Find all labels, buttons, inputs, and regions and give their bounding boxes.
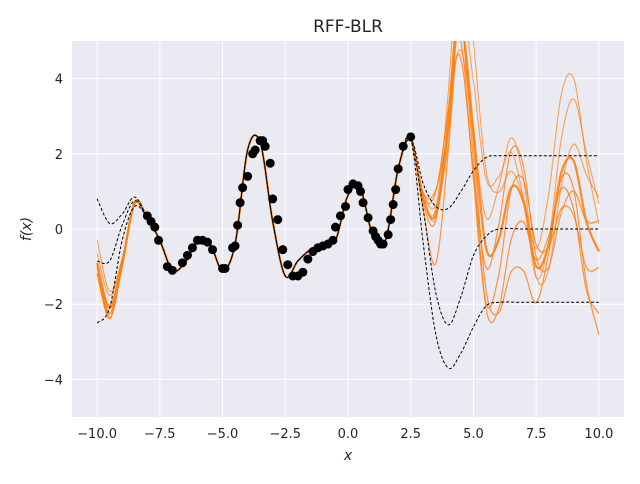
observation-point [243, 171, 253, 181]
observation-point [150, 222, 160, 232]
y-tick-label: 4 [55, 73, 63, 88]
x-tick-label: 7.5 [526, 427, 547, 442]
observation-point [358, 198, 368, 208]
observation-point [220, 263, 230, 273]
observation-point [328, 235, 338, 245]
observation-point [268, 194, 278, 204]
observation-point [154, 235, 164, 245]
observation-point [330, 222, 340, 232]
observation-point [278, 245, 288, 255]
x-axis-label: x [343, 448, 353, 464]
observation-point [260, 141, 270, 151]
observation-point [233, 220, 243, 230]
x-tick-label: −7.5 [144, 427, 176, 442]
observation-point [167, 265, 177, 275]
x-tick-label: 5.0 [463, 427, 484, 442]
observation-point [250, 145, 260, 155]
observation-point [378, 239, 388, 249]
y-axis-label: f(x) [19, 217, 35, 241]
observation-point [393, 164, 403, 174]
observation-point [335, 211, 345, 221]
observation-point [283, 260, 293, 270]
observation-point [265, 158, 275, 168]
observation-point [202, 237, 212, 247]
observation-point [391, 185, 401, 195]
observation-point [230, 241, 240, 251]
y-tick-label: 2 [55, 148, 63, 163]
x-tick-label: 0.0 [338, 427, 359, 442]
y-tick-label: −2 [44, 298, 63, 313]
observation-point [235, 198, 245, 208]
x-axis-ticks: −10.0 −7.5 −5.0 −2.5 0.0 2.5 5.0 7.5 10.0 [77, 427, 613, 442]
observation-point [340, 201, 350, 211]
x-tick-label: −10.0 [77, 427, 117, 442]
x-tick-label: −2.5 [269, 427, 301, 442]
observation-point [406, 132, 416, 142]
observation-point [383, 230, 393, 240]
observation-point [273, 215, 283, 225]
observation-point [363, 213, 373, 223]
observation-point [182, 250, 192, 260]
chart-title: RFF-BLR [313, 17, 383, 37]
observation-point [388, 200, 398, 210]
observation-point [298, 267, 308, 277]
observation-point [187, 243, 197, 253]
observation-points [142, 132, 416, 281]
observation-point [208, 245, 218, 255]
y-tick-label: −4 [44, 373, 63, 388]
observation-point [177, 258, 187, 268]
y-axis-ticks: −4 −2 0 2 4 [44, 73, 63, 389]
observation-point [238, 183, 248, 193]
x-tick-label: −5.0 [207, 427, 239, 442]
y-tick-label: 0 [55, 223, 63, 238]
observation-point [303, 254, 313, 264]
x-tick-label: 10.0 [584, 427, 613, 442]
observation-point [386, 215, 396, 225]
observation-point [356, 186, 366, 196]
x-tick-label: 2.5 [400, 427, 421, 442]
observation-point [398, 141, 408, 151]
